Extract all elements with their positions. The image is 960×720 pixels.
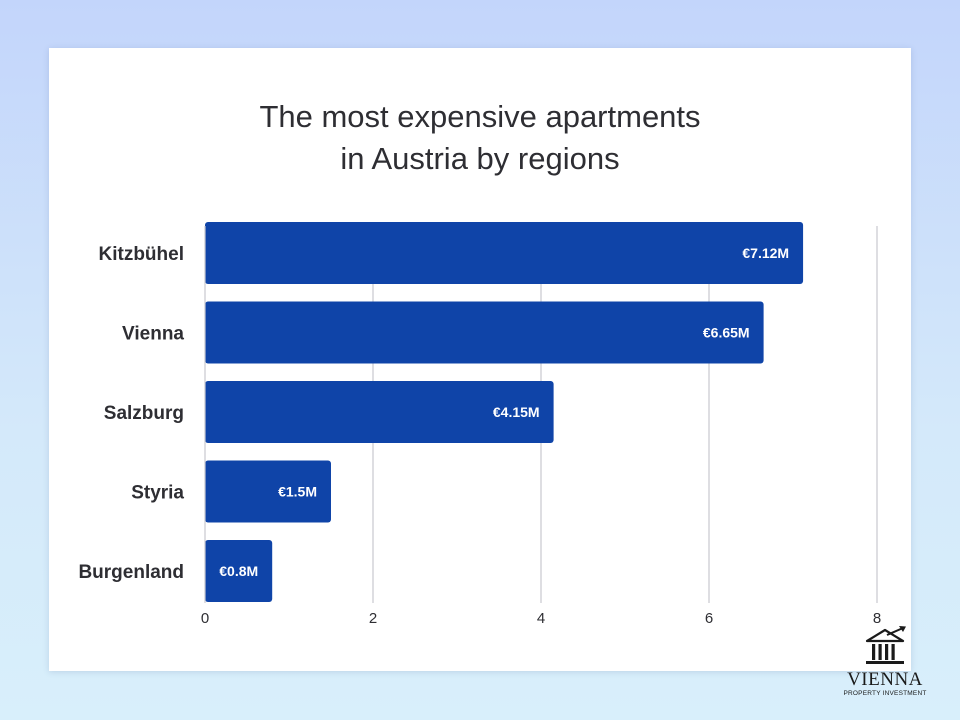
x-tick-label: 6 <box>705 610 713 627</box>
x-tick-label: 8 <box>873 610 881 627</box>
bar <box>205 301 764 364</box>
brand-name: VIENNA <box>847 669 923 690</box>
x-tick-label: 0 <box>201 610 209 627</box>
bar <box>205 540 273 602</box>
x-tick-label: 2 <box>369 610 377 627</box>
brand-tagline: PROPERTY INVESTMENT <box>843 690 927 697</box>
brand-logo: VIENNA PROPERTY INVESTMENT <box>830 625 940 705</box>
category-label: Burgenland <box>78 562 184 583</box>
bar-value-label: €1.5M <box>278 484 317 500</box>
bar-value-label: €7.12M <box>742 245 789 261</box>
bar <box>205 381 554 443</box>
category-label: Vienna <box>122 324 184 345</box>
bar-value-label: €0.8M <box>219 563 258 579</box>
bar-value-label: €6.65M <box>703 325 750 341</box>
chart-title-line-2: in Austria by regions <box>340 141 620 176</box>
bar <box>205 222 804 284</box>
x-tick-label: 4 <box>537 610 545 627</box>
category-label: Kitzbühel <box>99 244 185 265</box>
chart-title: The most expensive apartments in Austria… <box>0 96 960 180</box>
category-label: Salzburg <box>104 403 184 424</box>
chart-title-line-1: The most expensive apartments <box>259 99 701 134</box>
building-arrow-icon <box>865 626 906 664</box>
category-label: Styria <box>131 483 184 504</box>
bar <box>205 460 331 523</box>
bar-value-label: €4.15M <box>493 404 540 420</box>
